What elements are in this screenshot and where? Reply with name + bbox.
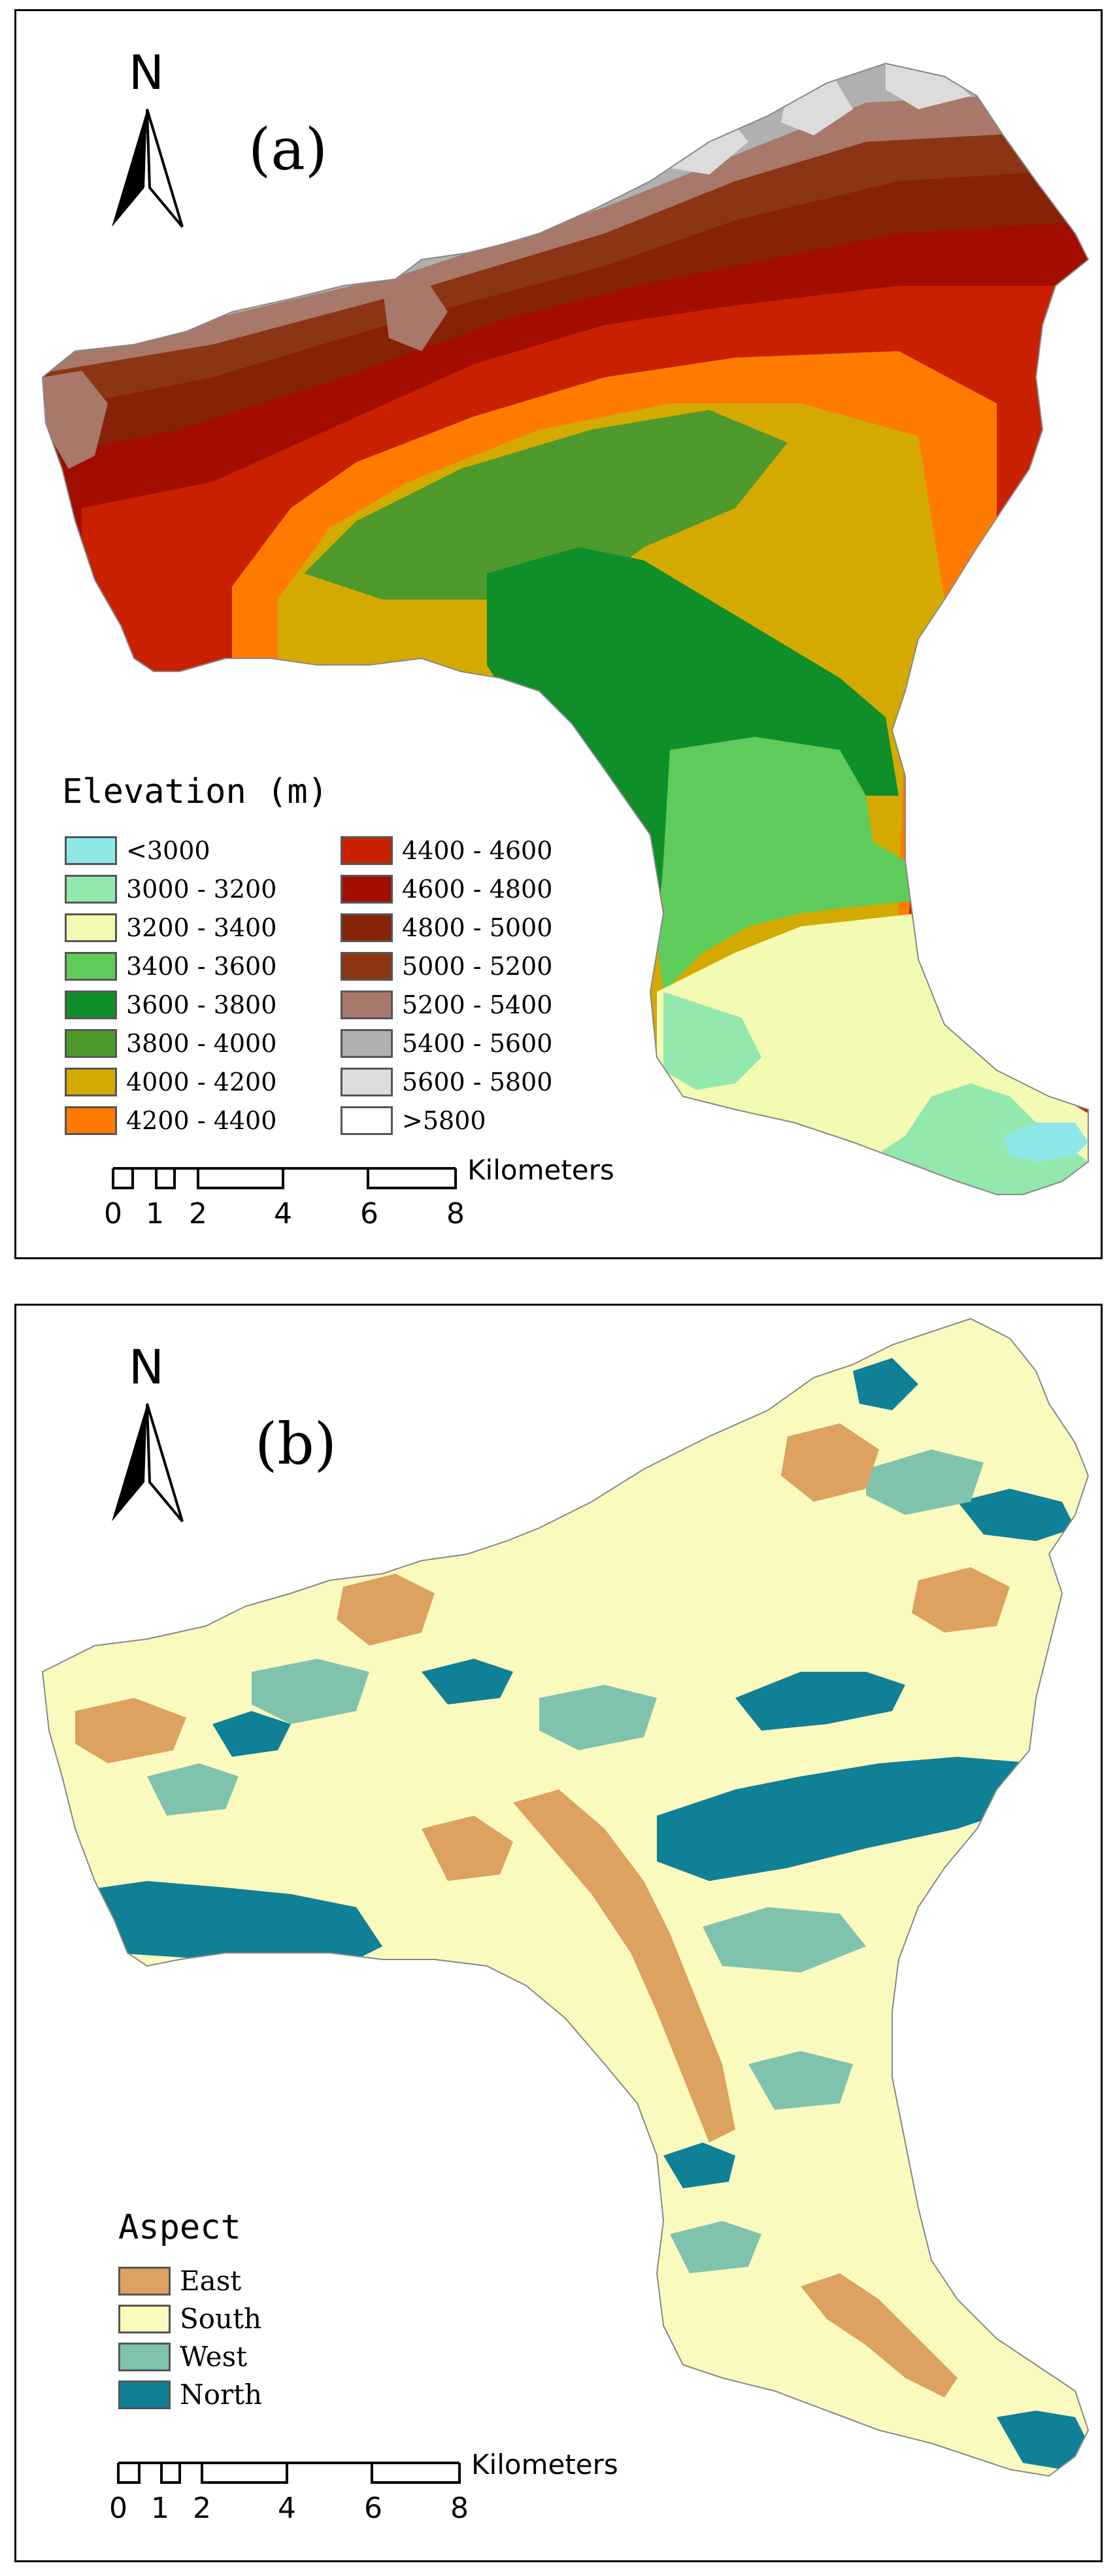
legend-swatch [65, 875, 117, 904]
legend-label: 3200 - 3400 [126, 913, 277, 942]
north-label: N [129, 45, 164, 100]
legend-item: 4400 - 4600 [341, 836, 552, 865]
legend-item: 5400 - 5600 [341, 1029, 552, 1058]
legend-title: Aspect [118, 2208, 241, 2247]
elevation-map-panel: N (a) Elevation (m) <3000 3000 - 3200 3200… [14, 9, 1103, 1259]
legend-swatch [65, 836, 117, 865]
scale-tick-label: 6 [360, 1197, 378, 1230]
scale-bar [117, 2462, 461, 2484]
legend-item: East [118, 2267, 241, 2296]
legend-label: <3000 [126, 836, 210, 865]
north-arrow-icon [112, 109, 184, 228]
legend-item: North [118, 2381, 262, 2409]
legend-swatch [341, 836, 393, 865]
scale-tick-label: 0 [104, 1197, 122, 1230]
legend-label: 3400 - 3600 [126, 952, 277, 981]
north-label: N [129, 1340, 164, 1395]
legend-label: 4000 - 4200 [126, 1068, 277, 1096]
panel-label: (b) [255, 1410, 337, 1478]
elevation-map [42, 63, 1089, 1195]
aspect-zones [42, 1319, 1088, 2476]
legend-label: 4200 - 4400 [126, 1106, 277, 1135]
scale-tick-label: 6 [364, 2492, 382, 2525]
legend-item: >5800 [341, 1106, 486, 1135]
legend-swatch [65, 952, 117, 981]
legend-label: 3000 - 3200 [126, 875, 277, 904]
legend-label: West [180, 2341, 248, 2373]
legend-label: 5000 - 5200 [402, 952, 553, 981]
scale-tick-label: 0 [109, 2492, 127, 2525]
legend-title: Elevation (m) [62, 772, 328, 811]
legend-swatch [65, 1029, 117, 1058]
legend-swatch [118, 2267, 171, 2296]
legend-label: 3600 - 3800 [126, 991, 277, 1019]
legend-item: South [118, 2305, 261, 2333]
legend-swatch [118, 2381, 171, 2409]
legend-label: 5600 - 5800 [402, 1068, 553, 1096]
legend-item: 5200 - 5400 [341, 991, 552, 1019]
scale-unit: Kilometers [467, 1154, 614, 1186]
legend-item: West [118, 2343, 247, 2371]
legend-label: South [180, 2303, 262, 2335]
legend-swatch [65, 991, 117, 1019]
scale-bar [112, 1167, 457, 1189]
legend-item: 3200 - 3400 [65, 913, 276, 942]
scale-tick-label: 4 [278, 2492, 296, 2525]
scale-tick-label: 2 [189, 1197, 207, 1230]
legend-item: 3800 - 4000 [65, 1029, 276, 1058]
legend-swatch [341, 875, 393, 904]
legend-swatch [65, 913, 117, 942]
scale-tick-label: 8 [446, 1197, 465, 1230]
legend-item: 4200 - 4400 [65, 1106, 276, 1135]
legend-label: East [180, 2265, 242, 2297]
legend-label: 4600 - 4800 [402, 875, 553, 904]
scale-tick-label: 2 [193, 2492, 211, 2525]
legend-label: 3800 - 4000 [126, 1029, 277, 1058]
legend-item: 3600 - 3800 [65, 991, 276, 1019]
legend-item: 5000 - 5200 [341, 952, 552, 981]
aspect-map-panel: N (b) Aspect East South West North Kilomete… [14, 1304, 1103, 2562]
legend-swatch [341, 1106, 393, 1135]
legend-swatch [118, 2343, 171, 2371]
north-arrow-icon [112, 1403, 184, 1523]
legend-swatch [118, 2305, 171, 2333]
scale-tick-label: 8 [450, 2492, 469, 2525]
legend-label: 4800 - 5000 [402, 913, 553, 942]
legend-swatch [341, 991, 393, 1019]
panel-label: (a) [248, 116, 328, 183]
legend-swatch [341, 952, 393, 981]
legend-item: <3000 [65, 836, 210, 865]
legend-item: 4600 - 4800 [341, 875, 552, 904]
legend-swatch [341, 1068, 393, 1096]
legend-label: >5800 [402, 1106, 486, 1135]
legend-item: 4800 - 5000 [341, 913, 552, 942]
scale-unit: Kilometers [471, 2449, 618, 2481]
legend-label: North [180, 2379, 263, 2411]
legend-label: 5400 - 5600 [402, 1029, 553, 1058]
legend-item: 3000 - 3200 [65, 875, 276, 904]
legend-item: 5600 - 5800 [341, 1068, 552, 1096]
legend-swatch [341, 1029, 393, 1058]
scale-tick-label: 1 [151, 2492, 169, 2525]
legend-swatch [65, 1106, 117, 1135]
scale-tick-label: 1 [146, 1197, 164, 1230]
aspect-map [42, 1318, 1089, 2484]
legend-label: 5200 - 5400 [402, 991, 553, 1019]
legend-item: 4000 - 4200 [65, 1068, 276, 1096]
legend-label: 4400 - 4600 [402, 836, 553, 865]
scale-tick-label: 4 [274, 1197, 292, 1230]
legend-swatch [65, 1068, 117, 1096]
legend-swatch [341, 913, 393, 942]
legend-item: 3400 - 3600 [65, 952, 276, 981]
